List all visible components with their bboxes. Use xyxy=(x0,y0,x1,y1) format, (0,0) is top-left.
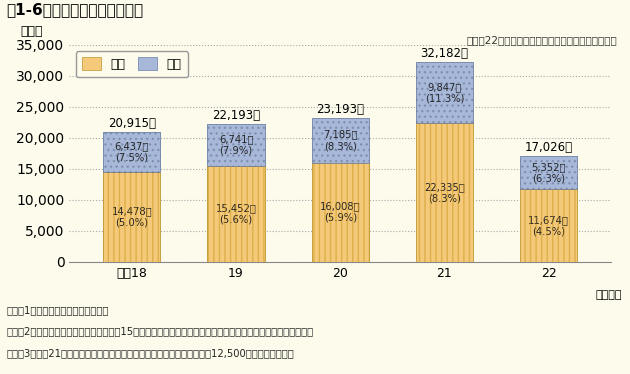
Text: 6,437人
(7.5%): 6,437人 (7.5%) xyxy=(115,141,149,163)
Bar xyxy=(416,123,473,262)
Bar xyxy=(103,172,161,262)
Legend: 男性, 女性: 男性, 女性 xyxy=(76,51,188,77)
Bar xyxy=(312,118,369,163)
Bar xyxy=(312,118,369,163)
Text: 17,026人: 17,026人 xyxy=(525,141,573,154)
Bar xyxy=(520,190,577,262)
Text: 23,193人: 23,193人 xyxy=(316,103,364,116)
Text: （年度）: （年度） xyxy=(595,290,622,300)
Text: 32,182人: 32,182人 xyxy=(420,47,468,60)
Bar xyxy=(103,132,161,172)
Bar xyxy=(207,166,265,262)
Text: 2　（　）内は離職率（前年度１月15日現在の在職者数に対する当該年度中の離職者数の割合）を示す。: 2 （ ）内は離職率（前年度１月15日現在の在職者数に対する当該年度中の離職者数… xyxy=(6,327,314,337)
Text: 図1-6　最近５年間の離職者数: 図1-6 最近５年間の離職者数 xyxy=(6,2,144,17)
Bar xyxy=(207,166,265,262)
Bar xyxy=(312,163,369,262)
Bar xyxy=(416,62,473,123)
Text: 15,452人
(5.6%): 15,452人 (5.6%) xyxy=(215,203,256,225)
Text: 5,352人
(6.3%): 5,352人 (6.3%) xyxy=(531,162,566,184)
Bar xyxy=(207,124,265,166)
Text: 11,674人
(4.5%): 11,674人 (4.5%) xyxy=(528,215,569,236)
Bar xyxy=(520,156,577,190)
Bar xyxy=(312,163,369,262)
Text: （人）: （人） xyxy=(21,25,43,39)
Bar xyxy=(416,123,473,262)
Text: （平成22年度一般職の国家公務員の任用状況調査）: （平成22年度一般職の国家公務員の任用状況調査） xyxy=(467,36,617,46)
Bar xyxy=(520,156,577,190)
Text: 3　平成21年度の離職者数には、社会保険庁の廃止に伴うもの（約12,500人）が含まれる。: 3 平成21年度の離職者数には、社会保険庁の廃止に伴うもの（約12,500人）が… xyxy=(6,348,294,358)
Bar xyxy=(520,190,577,262)
Text: 6,741人
(7.9%): 6,741人 (7.9%) xyxy=(219,134,253,156)
Bar xyxy=(416,62,473,123)
Bar xyxy=(103,132,161,172)
Text: （注）1　日本郵政公社職員を除く。: （注）1 日本郵政公社職員を除く。 xyxy=(6,305,108,315)
Text: 9,847人
(11.3%): 9,847人 (11.3%) xyxy=(425,82,464,104)
Text: 22,193人: 22,193人 xyxy=(212,109,260,122)
Text: 16,008人
(5.9%): 16,008人 (5.9%) xyxy=(320,201,360,223)
Text: 14,478人
(5.0%): 14,478人 (5.0%) xyxy=(112,206,152,228)
Bar xyxy=(103,172,161,262)
Text: 20,915人: 20,915人 xyxy=(108,117,156,130)
Bar xyxy=(207,124,265,166)
Text: 22,335人
(8.3%): 22,335人 (8.3%) xyxy=(424,182,465,203)
Text: 7,185人
(8.3%): 7,185人 (8.3%) xyxy=(323,129,357,151)
